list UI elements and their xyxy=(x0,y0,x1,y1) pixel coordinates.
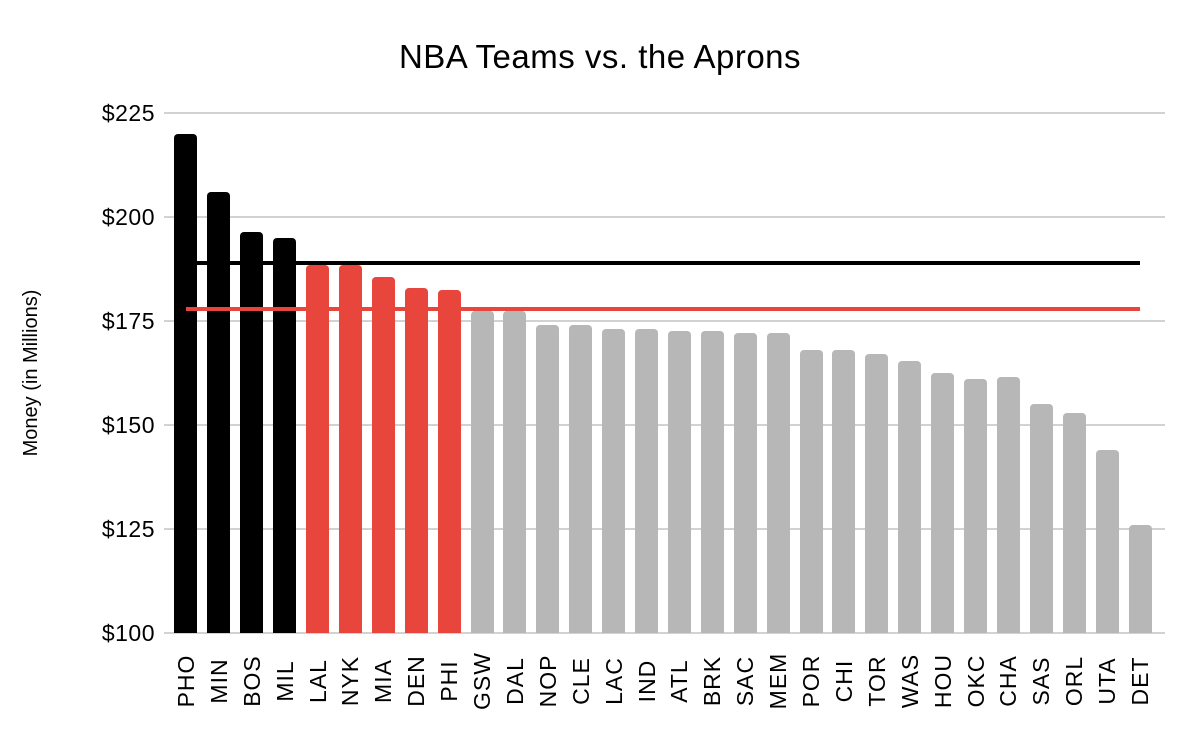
x-label-DAL: DAL xyxy=(501,657,528,705)
x-label-MIL: MIL xyxy=(271,660,298,702)
x-label-IND: IND xyxy=(633,659,660,703)
chart-title: NBA Teams vs. the Aprons xyxy=(398,38,802,75)
bar-NYK xyxy=(338,264,362,633)
bar-HOU xyxy=(931,373,955,633)
x-label-LAC: LAC xyxy=(600,657,627,705)
bar-MEM xyxy=(766,333,790,633)
bar-SAC xyxy=(733,333,757,633)
bar-SAS xyxy=(1029,404,1053,633)
x-label-SAS: SAS xyxy=(1028,656,1055,706)
bar-WAS xyxy=(898,360,922,633)
x-label-ORL: ORL xyxy=(1061,655,1088,707)
x-label-WAS: WAS xyxy=(896,653,923,709)
y-axis-title: Money (in Millions) xyxy=(20,289,42,457)
bar-POR xyxy=(799,350,823,633)
bar-DEN xyxy=(404,287,428,633)
bar-NOP xyxy=(536,325,560,633)
bar-BOS xyxy=(240,231,264,633)
gridline-$125 xyxy=(164,528,1165,530)
first-apron-line xyxy=(185,306,1141,311)
bar-BRK xyxy=(700,331,724,633)
bar-LAC xyxy=(602,329,626,633)
bar-ATL xyxy=(667,331,691,633)
bar-IND xyxy=(635,329,659,633)
bar-CLE xyxy=(569,325,593,633)
x-label-PHI: PHI xyxy=(436,660,463,702)
bar-DET xyxy=(1128,524,1152,633)
x-label-MIA: MIA xyxy=(370,659,397,703)
x-label-OKC: OKC xyxy=(962,654,989,708)
x-label-UTA: UTA xyxy=(1094,657,1121,705)
x-label-NOP: NOP xyxy=(534,654,561,708)
bar-MIN xyxy=(207,192,231,633)
x-label-NYK: NYK xyxy=(337,655,364,707)
bar-PHO xyxy=(174,133,198,633)
x-label-BRK: BRK xyxy=(699,655,726,707)
y-tick-label: $175 xyxy=(101,308,155,334)
gridline-$200 xyxy=(164,216,1165,218)
bar-PHI xyxy=(437,289,461,633)
bar-DAL xyxy=(503,310,527,633)
bar-ORL xyxy=(1062,412,1086,633)
second-apron-line xyxy=(185,260,1141,265)
bar-MIL xyxy=(273,237,297,633)
bar-MIA xyxy=(371,277,395,633)
x-label-HOU: HOU xyxy=(929,653,956,709)
y-tick-label: $150 xyxy=(101,412,155,438)
x-label-ATL: ATL xyxy=(666,659,693,703)
gridline-$175 xyxy=(164,320,1165,322)
y-tick-label: $225 xyxy=(101,100,155,126)
bar-UTA xyxy=(1095,449,1119,633)
bar-CHI xyxy=(832,350,856,633)
x-label-CHA: CHA xyxy=(995,655,1022,707)
x-label-GSW: GSW xyxy=(469,652,496,710)
bar-GSW xyxy=(470,310,494,633)
x-label-CLE: CLE xyxy=(567,657,594,705)
x-label-DET: DET xyxy=(1127,656,1154,706)
gridline-$225 xyxy=(164,112,1165,114)
gridline-$150 xyxy=(164,424,1165,426)
x-label-POR: POR xyxy=(798,654,825,708)
x-label-SAC: SAC xyxy=(732,655,759,707)
x-label-MIN: MIN xyxy=(205,658,232,704)
bar-TOR xyxy=(865,354,889,633)
y-tick-label: $100 xyxy=(101,620,155,646)
x-label-DEN: DEN xyxy=(403,655,430,707)
x-label-BOS: BOS xyxy=(238,655,265,707)
x-label-MEM: MEM xyxy=(765,652,792,710)
y-tick-label: $125 xyxy=(101,516,155,542)
bar-LAL xyxy=(306,264,330,633)
bar-OKC xyxy=(964,379,988,633)
y-tick-label: $200 xyxy=(101,204,155,230)
x-label-CHI: CHI xyxy=(830,659,857,703)
x-label-PHO: PHO xyxy=(172,654,199,708)
x-label-TOR: TOR xyxy=(863,655,890,707)
bar-CHA xyxy=(996,377,1020,633)
gridline-$100 xyxy=(164,632,1165,634)
x-label-LAL: LAL xyxy=(304,659,331,703)
